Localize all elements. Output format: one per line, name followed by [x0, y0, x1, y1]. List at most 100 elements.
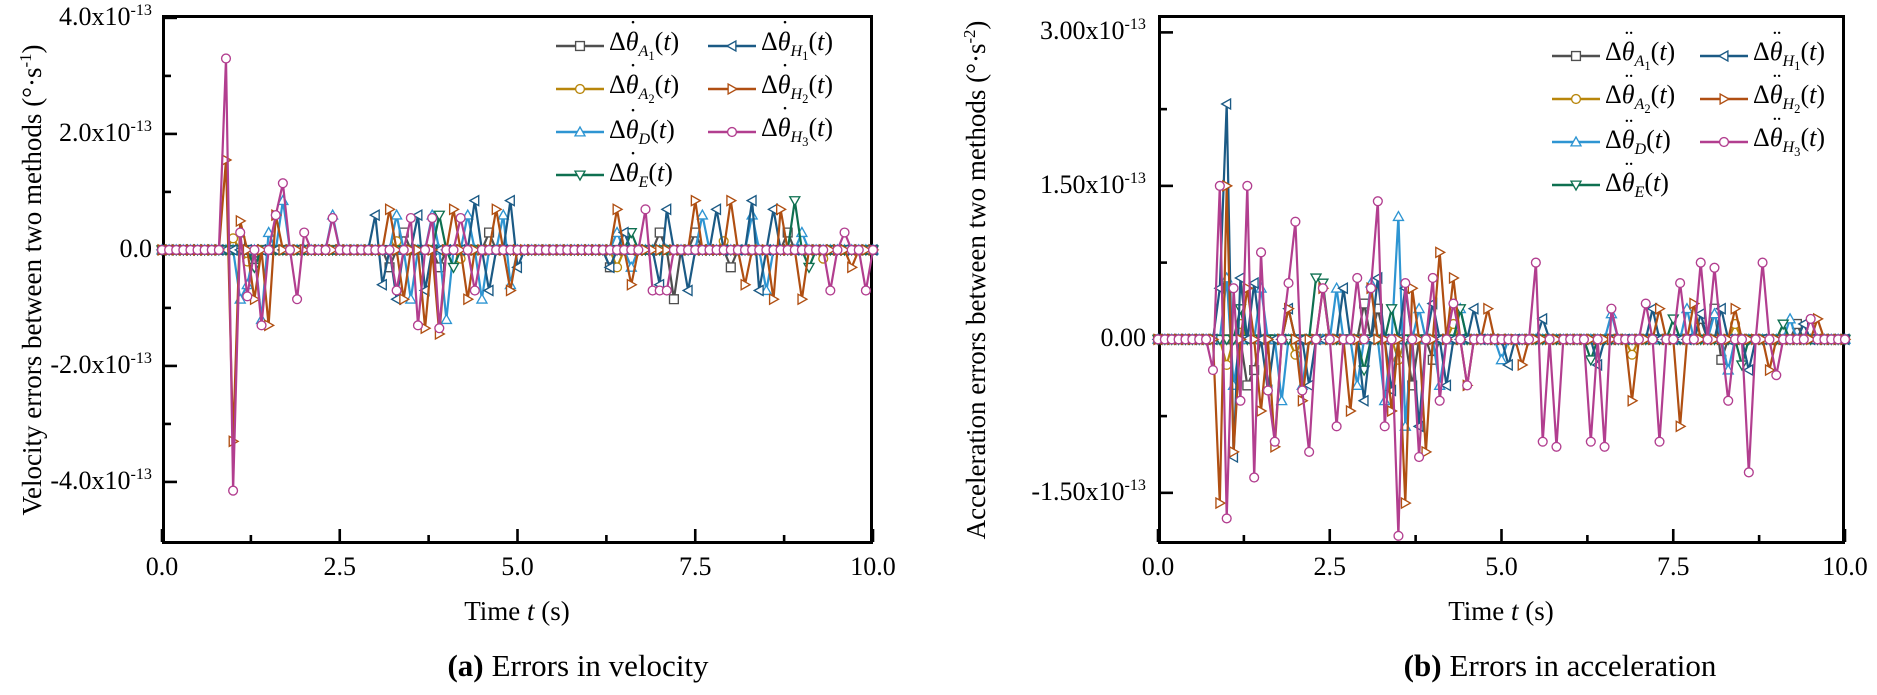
theta-dot: ¨ — [1624, 157, 1634, 185]
legend-label-A1: Δθ ¨ A1(t) — [1605, 26, 1676, 74]
legend-item-H1: Δθ ˙ H1(t) — [708, 16, 834, 66]
y-tick-label: 3.00x10-13 — [1040, 16, 1146, 46]
legend-key-A2 — [556, 83, 604, 95]
legend-item-A2: Δθ ¨ A2(t) — [1552, 71, 1675, 119]
legend-label-H1: Δθ ¨ H1(t) — [1753, 26, 1826, 74]
legend-key-H3 — [1700, 136, 1748, 148]
legend-key-D — [556, 125, 604, 137]
series-H3-markers — [156, 53, 879, 496]
legend-key-E — [556, 170, 604, 182]
theta-dot: ˙ — [780, 59, 790, 87]
x-tick-label: 2.5 — [323, 552, 357, 581]
plot-frame — [1158, 15, 1845, 544]
legend-item-D: Δθ ¨ D(t) — [1552, 114, 1671, 162]
legend-label-E: Δθ ¨ E(t) — [1605, 157, 1669, 202]
y-axis-title-text: Acceleration errors between two methods … — [961, 43, 991, 540]
plot-area-svg — [1151, 15, 1852, 544]
theta-dot: ˙ — [628, 147, 638, 175]
legend-label-A1: Δθ ˙ A1(t) — [609, 16, 680, 64]
panel-caption: (a) Errors in velocity — [447, 648, 708, 684]
y-tick-label: 2.0x10-13 — [59, 117, 152, 147]
legend-label-H1: Δθ ˙ H1(t) — [761, 16, 834, 64]
y-axis-title: Acceleration errors between two methods … — [960, 21, 992, 540]
caption-text: Errors in velocity — [491, 648, 709, 683]
legend-item-D: Δθ ˙ D(t) — [556, 104, 675, 152]
y-tick-label: 4.0x10-13 — [59, 1, 152, 31]
theta-dot: ¨ — [1624, 69, 1634, 97]
legend-key-A1 — [556, 40, 604, 52]
y-tick-label: -4.0x10-13 — [50, 465, 152, 495]
legend-label-A2: Δθ ˙ A2(t) — [609, 59, 680, 107]
legend-item-H3: Δθ ˙ H3(t) — [708, 102, 834, 152]
legend-key-H2 — [708, 82, 756, 96]
legend-label-D: Δθ ˙ D(t) — [609, 104, 675, 149]
legend-label-E: Δθ ˙ E(t) — [609, 147, 673, 192]
y-tick-labels: 4.0x10-13 2.0x10-13 0.0 -2.0x10-13 -4.0x10-1… — [0, 0, 152, 695]
x-axis-title-unit: (s) — [534, 596, 570, 626]
x-tick-label: 0.0 — [145, 552, 179, 581]
legend-key-D — [1552, 135, 1600, 147]
theta-dot: ˙ — [628, 104, 638, 132]
legend-item-H2: Δθ ˙ H2(t) — [708, 59, 834, 109]
legend-item-H1: Δθ ¨ H1(t) — [1700, 26, 1826, 76]
x-tick-label: 7.5 — [679, 552, 712, 581]
x-axis-title: Time t (s) — [1448, 596, 1554, 627]
y-tick-label: 0.00 — [1100, 323, 1147, 353]
y-tick-label: -2.0x10-13 — [50, 349, 152, 379]
theta-dot: ¨ — [1624, 114, 1634, 142]
y-tick-labels: 3.00x10-13 1.50x10-13 0.00 -1.50x10-13 — [994, 0, 1146, 695]
x-axis-title-text: Time — [1448, 596, 1512, 626]
x-axis-title: Time t (s) — [464, 596, 570, 627]
theta-dot: ¨ — [1772, 112, 1782, 140]
legend-label-D: Δθ ¨ D(t) — [1605, 114, 1671, 159]
x-tick-label: 0.0 — [1141, 552, 1175, 581]
x-tick-label: 10.0 — [850, 552, 896, 581]
legend-key-H1 — [1700, 49, 1748, 63]
y-axis-title-close: ) — [961, 20, 991, 30]
series-H3-markers — [1152, 180, 1851, 541]
legend-label-H3: Δθ ˙ H3(t) — [761, 102, 834, 150]
caption-tag: (a) — [447, 648, 484, 683]
legend-item-A1: Δθ ˙ A1(t) — [556, 16, 680, 66]
legend-label-H2: Δθ ¨ H2(t) — [1753, 69, 1826, 117]
plot-area-svg — [155, 15, 880, 544]
legend-item-E: Δθ ¨ E(t) — [1552, 157, 1669, 205]
legend-key-H2 — [1700, 92, 1748, 106]
legend-key-E — [1552, 180, 1600, 192]
theta-dot: ¨ — [1624, 26, 1634, 54]
legend-key-A2 — [1552, 93, 1600, 105]
x-axis-title-var: t — [527, 596, 535, 626]
y-tick-label: 0.0 — [119, 233, 153, 263]
x-tick-label: 10.0 — [1822, 552, 1868, 581]
legend-item-H3: Δθ ¨ H3(t) — [1700, 112, 1826, 162]
y-tick-label: 1.50x10-13 — [1040, 169, 1146, 199]
x-tick-label: 2.5 — [1313, 552, 1347, 581]
theta-dot: ˙ — [628, 16, 638, 44]
legend-item-A2: Δθ ˙ A2(t) — [556, 59, 680, 109]
x-axis-title-text: Time — [464, 596, 528, 626]
theta-dot: ˙ — [780, 16, 790, 44]
x-tick-label: 5.0 — [501, 552, 534, 581]
y-axis-title-sup: -2 — [960, 29, 979, 44]
x-tick-label: 5.0 — [1485, 552, 1518, 581]
theta-dot: ˙ — [780, 102, 790, 130]
legend-item-E: Δθ ˙ E(t) — [556, 147, 673, 195]
axis-ticks — [1156, 31, 1847, 542]
x-axis-title-var: t — [1511, 596, 1519, 626]
legend-key-H3 — [708, 126, 756, 138]
legend-item-A1: Δθ ¨ A1(t) — [1552, 26, 1676, 76]
legend-key-A1 — [1552, 50, 1600, 62]
legend-item-H2: Δθ ¨ H2(t) — [1700, 69, 1826, 119]
x-tick-label: 7.5 — [1657, 552, 1690, 581]
legend-label-H3: Δθ ¨ H3(t) — [1753, 112, 1826, 160]
theta-dot: ˙ — [628, 59, 638, 87]
panel-caption: (b) Errors in acceleration — [1404, 648, 1717, 684]
legend-label-H2: Δθ ˙ H2(t) — [761, 59, 834, 107]
x-axis-title-unit: (s) — [1518, 596, 1554, 626]
theta-dot: ¨ — [1772, 69, 1782, 97]
theta-dot: ¨ — [1772, 26, 1782, 54]
plot-frame — [162, 15, 873, 544]
